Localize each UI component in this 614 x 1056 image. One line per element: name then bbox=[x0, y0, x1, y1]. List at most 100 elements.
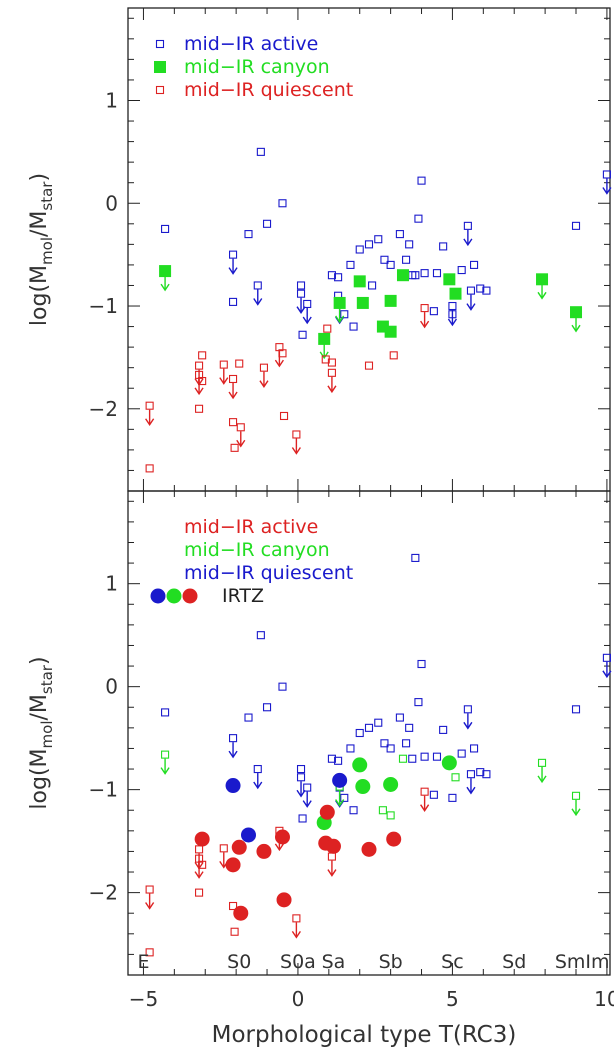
data-point bbox=[318, 332, 331, 360]
point-marker bbox=[536, 273, 549, 286]
point-marker bbox=[420, 787, 429, 796]
point-marker bbox=[198, 351, 207, 360]
data-point bbox=[411, 271, 420, 280]
y-axis-label: log(Mmol/Mstar) bbox=[27, 173, 56, 326]
point-marker bbox=[439, 242, 448, 251]
point-marker bbox=[229, 250, 238, 259]
y-axis-label: log(Mmol/Mstar) bbox=[27, 656, 56, 809]
point-marker bbox=[405, 240, 414, 249]
data-point bbox=[296, 281, 306, 290]
point-marker bbox=[364, 723, 374, 732]
upper-limit-arrow-head bbox=[420, 804, 430, 812]
upper-limit-arrow-head bbox=[335, 315, 345, 324]
y-axis-label-part: ) bbox=[27, 173, 52, 182]
data-point bbox=[355, 779, 371, 795]
point-marker bbox=[241, 827, 256, 843]
data-point bbox=[195, 404, 204, 413]
data-point bbox=[244, 713, 253, 722]
data-point bbox=[571, 705, 581, 714]
point-marker bbox=[225, 778, 241, 794]
y-axis-label-subscript: star bbox=[38, 181, 56, 211]
y-tick-label: −2 bbox=[89, 397, 118, 421]
y-axis-label-subscript: star bbox=[38, 664, 56, 694]
point-marker bbox=[298, 330, 307, 339]
data-point bbox=[219, 360, 229, 385]
data-point bbox=[378, 806, 387, 815]
point-marker bbox=[402, 739, 411, 748]
point-marker bbox=[429, 790, 438, 799]
y-tick-label: −1 bbox=[89, 294, 118, 318]
point-marker bbox=[402, 255, 411, 264]
point-marker bbox=[161, 708, 170, 717]
data-point bbox=[259, 363, 269, 388]
data-point bbox=[298, 330, 307, 339]
data-point bbox=[228, 374, 238, 400]
legend-marker bbox=[155, 85, 165, 95]
point-marker bbox=[303, 299, 312, 309]
point-marker bbox=[274, 829, 290, 845]
data-point bbox=[432, 752, 442, 761]
point-marker bbox=[386, 831, 402, 847]
data-point bbox=[364, 723, 374, 732]
data-point bbox=[537, 758, 547, 784]
data-point bbox=[395, 230, 404, 239]
data-point bbox=[195, 888, 204, 897]
x-tick-label: −5 bbox=[129, 987, 158, 1011]
panel-frame bbox=[127, 490, 611, 976]
upper-limit-arrow-head bbox=[228, 750, 238, 759]
point-marker bbox=[432, 752, 442, 761]
data-point bbox=[386, 744, 395, 753]
point-marker bbox=[432, 269, 442, 278]
point-marker bbox=[451, 773, 460, 782]
point-marker bbox=[298, 814, 307, 823]
point-marker bbox=[374, 235, 383, 244]
point-marker bbox=[198, 376, 207, 386]
point-marker bbox=[340, 310, 349, 319]
point-marker bbox=[389, 351, 398, 360]
point-marker bbox=[332, 772, 348, 788]
point-marker bbox=[327, 271, 336, 280]
data-point bbox=[429, 790, 438, 799]
upper-limit-arrow-head bbox=[291, 447, 301, 455]
legend-label: mid−IR canyon bbox=[184, 56, 330, 78]
data-point bbox=[389, 351, 398, 360]
legend-label: mid−IR active bbox=[184, 516, 318, 538]
data-point bbox=[457, 266, 466, 275]
data-point bbox=[466, 286, 476, 311]
data-point bbox=[447, 301, 458, 327]
data-point bbox=[405, 240, 414, 249]
point-marker bbox=[256, 631, 265, 640]
x-tick-label: 10 bbox=[594, 987, 614, 1011]
morph-type-label: E bbox=[137, 951, 149, 973]
point-marker bbox=[262, 219, 272, 228]
y-tick-label: 1 bbox=[105, 572, 118, 596]
x-tick-label: 0 bbox=[292, 987, 305, 1011]
point-marker bbox=[349, 806, 358, 815]
morph-type-label: Sb bbox=[379, 951, 403, 973]
data-point bbox=[278, 199, 287, 208]
data-point bbox=[274, 829, 290, 845]
upper-limit-arrow-head bbox=[466, 786, 476, 795]
data-point bbox=[482, 770, 491, 779]
data-point bbox=[571, 221, 581, 230]
data-point bbox=[383, 776, 399, 792]
point-marker bbox=[278, 199, 287, 208]
point-marker bbox=[386, 260, 395, 269]
point-marker bbox=[292, 914, 301, 923]
point-marker bbox=[380, 255, 389, 264]
data-point bbox=[402, 255, 411, 264]
data-point bbox=[332, 772, 348, 788]
y-axis-label-part: log(M bbox=[27, 748, 52, 809]
point-marker bbox=[482, 286, 491, 295]
upper-limit-arrow-head bbox=[463, 721, 473, 730]
point-marker bbox=[256, 843, 272, 859]
point-marker bbox=[230, 927, 239, 936]
point-marker bbox=[476, 284, 485, 293]
legend-irtz-circle bbox=[166, 588, 182, 604]
upper-limit-arrow-head bbox=[302, 316, 312, 325]
point-marker bbox=[353, 275, 366, 288]
data-point bbox=[353, 275, 366, 288]
y-tick-label: −2 bbox=[89, 881, 118, 905]
upper-limit-arrow-head bbox=[571, 324, 581, 333]
data-point bbox=[198, 351, 207, 360]
